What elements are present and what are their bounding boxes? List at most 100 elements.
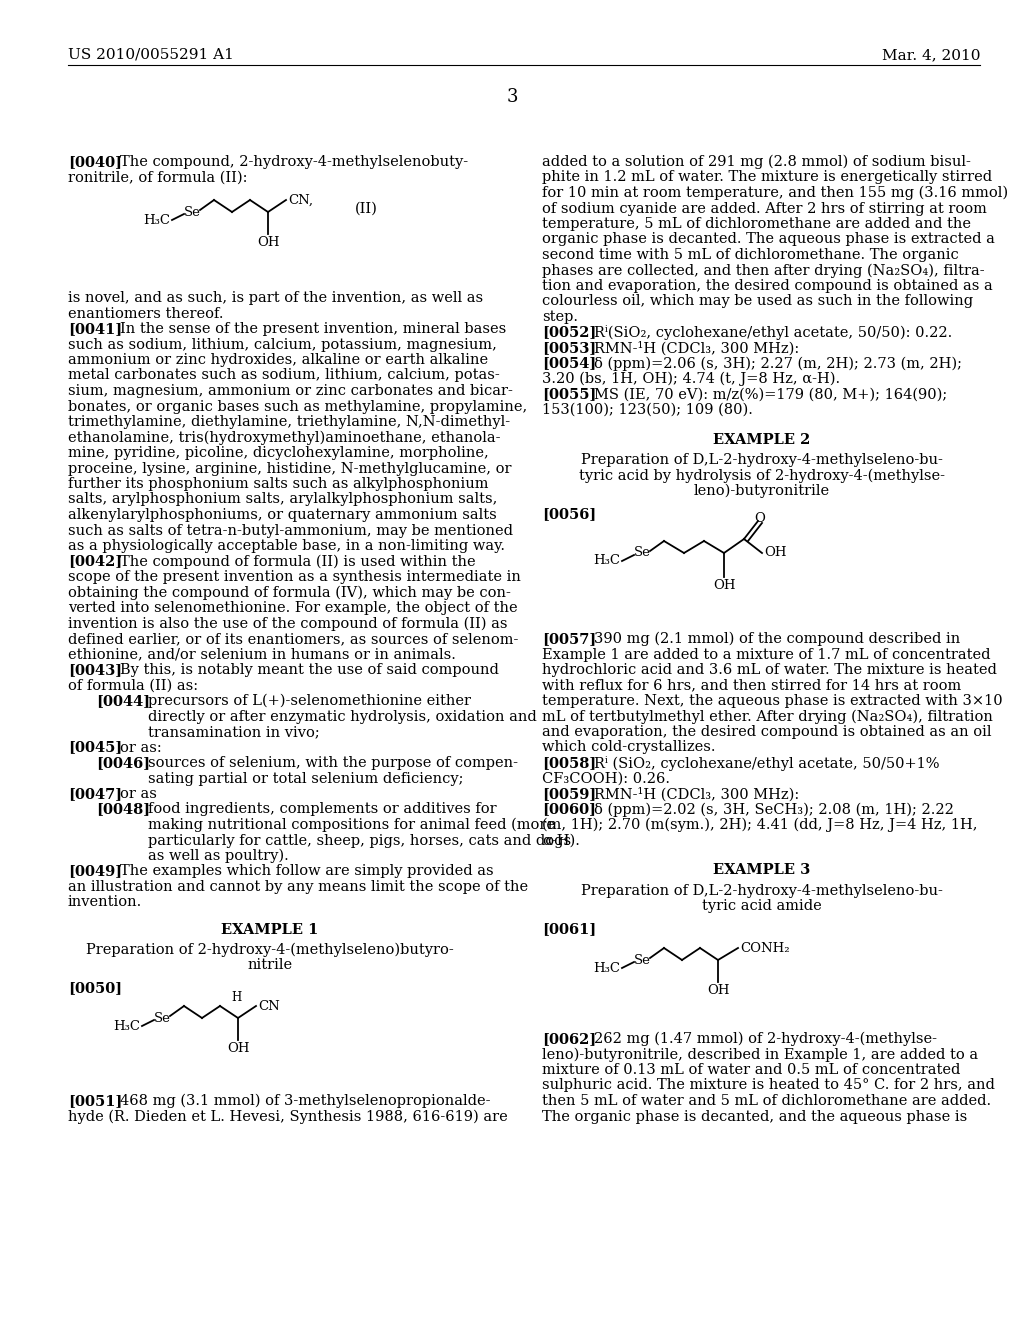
Text: EXAMPLE 2: EXAMPLE 2 xyxy=(714,433,811,446)
Text: second time with 5 mL of dichloromethane. The organic: second time with 5 mL of dichloromethane… xyxy=(542,248,958,261)
Text: salts, arylphosphonium salts, arylalkylphosphonium salts,: salts, arylphosphonium salts, arylalkylp… xyxy=(68,492,498,507)
Text: defined earlier, or of its enantiomers, as sources of selenom-: defined earlier, or of its enantiomers, … xyxy=(68,632,518,645)
Text: (m, 1H); 2.70 (m(sym.), 2H); 4.41 (dd, J=8 Hz, J=4 Hz, 1H,: (m, 1H); 2.70 (m(sym.), 2H); 4.41 (dd, J… xyxy=(542,818,978,833)
Text: H₃C: H₃C xyxy=(593,554,620,568)
Text: such as sodium, lithium, calcium, potassium, magnesium,: such as sodium, lithium, calcium, potass… xyxy=(68,338,497,351)
Text: OH: OH xyxy=(707,983,729,997)
Text: [0055]: [0055] xyxy=(542,388,596,401)
Text: colourless oil, which may be used as such in the following: colourless oil, which may be used as suc… xyxy=(542,294,973,309)
Text: 468 mg (3.1 mmol) of 3-methylselenopropionalde-: 468 mg (3.1 mmol) of 3-methylselenopropi… xyxy=(120,1094,490,1109)
Text: for 10 min at room temperature, and then 155 mg (3.16 mmol): for 10 min at room temperature, and then… xyxy=(542,186,1008,201)
Text: OH: OH xyxy=(713,579,735,591)
Text: sium, magnesium, ammonium or zinc carbonates and bicar-: sium, magnesium, ammonium or zinc carbon… xyxy=(68,384,513,399)
Text: as a physiologically acceptable base, in a non-limiting way.: as a physiologically acceptable base, in… xyxy=(68,539,505,553)
Text: (II): (II) xyxy=(355,202,378,216)
Text: obtaining the compound of formula (IV), which may be con-: obtaining the compound of formula (IV), … xyxy=(68,586,511,599)
Text: In the sense of the present invention, mineral bases: In the sense of the present invention, m… xyxy=(120,322,506,337)
Text: [0044]: [0044] xyxy=(96,694,151,708)
Text: hyde (R. Dieden et L. Hevesi, Synthesis 1988, 616-619) are: hyde (R. Dieden et L. Hevesi, Synthesis … xyxy=(68,1110,508,1123)
Text: as well as poultry).: as well as poultry). xyxy=(148,849,289,863)
Text: mine, pyridine, picoline, dicyclohexylamine, morpholine,: mine, pyridine, picoline, dicyclohexylam… xyxy=(68,446,488,459)
Text: Se: Se xyxy=(634,546,650,560)
Text: [0054]: [0054] xyxy=(542,356,596,371)
Text: leno)-butyronitrile, described in Example 1, are added to a: leno)-butyronitrile, described in Exampl… xyxy=(542,1048,978,1061)
Text: ronitrile, of formula (II):: ronitrile, of formula (II): xyxy=(68,170,248,185)
Text: [0047]: [0047] xyxy=(68,787,122,801)
Text: metal carbonates such as sodium, lithium, calcium, potas-: metal carbonates such as sodium, lithium… xyxy=(68,368,500,383)
Text: 153(100); 123(50); 109 (80).: 153(100); 123(50); 109 (80). xyxy=(542,403,753,417)
Text: scope of the present invention as a synthesis intermediate in: scope of the present invention as a synt… xyxy=(68,570,521,583)
Text: invention.: invention. xyxy=(68,895,142,909)
Text: [0042]: [0042] xyxy=(68,554,122,569)
Text: sulphuric acid. The mixture is heated to 45° C. for 2 hrs, and: sulphuric acid. The mixture is heated to… xyxy=(542,1078,995,1093)
Text: [0050]: [0050] xyxy=(68,982,122,995)
Text: OH: OH xyxy=(764,546,786,560)
Text: tyric acid by hydrolysis of 2-hydroxy-4-(methylse-: tyric acid by hydrolysis of 2-hydroxy-4-… xyxy=(579,469,945,483)
Text: H₃C: H₃C xyxy=(593,961,620,974)
Text: food ingredients, complements or additives for: food ingredients, complements or additiv… xyxy=(148,803,497,817)
Text: By this, is notably meant the use of said compound: By this, is notably meant the use of sai… xyxy=(120,663,499,677)
Text: US 2010/0055291 A1: US 2010/0055291 A1 xyxy=(68,48,233,62)
Text: [0041]: [0041] xyxy=(68,322,122,337)
Text: is novel, and as such, is part of the invention, as well as: is novel, and as such, is part of the in… xyxy=(68,290,483,305)
Text: of sodium cyanide are added. After 2 hrs of stirring at room: of sodium cyanide are added. After 2 hrs… xyxy=(542,202,987,215)
Text: such as salts of tetra-n-butyl-ammonium, may be mentioned: such as salts of tetra-n-butyl-ammonium,… xyxy=(68,524,513,537)
Text: mixture of 0.13 mL of water and 0.5 mL of concentrated: mixture of 0.13 mL of water and 0.5 mL o… xyxy=(542,1063,961,1077)
Text: step.: step. xyxy=(542,310,578,323)
Text: δ (ppm)=2.02 (s, 3H, SeCH₃); 2.08 (m, 1H); 2.22: δ (ppm)=2.02 (s, 3H, SeCH₃); 2.08 (m, 1H… xyxy=(594,803,954,817)
Text: sating partial or total selenium deficiency;: sating partial or total selenium deficie… xyxy=(148,771,464,785)
Text: The compound, 2-hydroxy-4-methylselenobuty-: The compound, 2-hydroxy-4-methylselenobu… xyxy=(120,154,468,169)
Text: enantiomers thereof.: enantiomers thereof. xyxy=(68,306,223,321)
Text: an illustration and cannot by any means limit the scope of the: an illustration and cannot by any means … xyxy=(68,880,528,894)
Text: OH: OH xyxy=(257,236,280,249)
Text: hydrochloric acid and 3.6 mL of water. The mixture is heated: hydrochloric acid and 3.6 mL of water. T… xyxy=(542,663,997,677)
Text: 3.20 (bs, 1H, OH); 4.74 (t, J=8 Hz, α-H).: 3.20 (bs, 1H, OH); 4.74 (t, J=8 Hz, α-H)… xyxy=(542,372,840,387)
Text: bonates, or organic bases such as methylamine, propylamine,: bonates, or organic bases such as methyl… xyxy=(68,400,527,413)
Text: ammonium or zinc hydroxides, alkaline or earth alkaline: ammonium or zinc hydroxides, alkaline or… xyxy=(68,352,488,367)
Text: H: H xyxy=(230,991,241,1005)
Text: CF₃COOH): 0.26.: CF₃COOH): 0.26. xyxy=(542,771,670,785)
Text: further its phosphonium salts such as alkylphosphonium: further its phosphonium salts such as al… xyxy=(68,477,488,491)
Text: O: O xyxy=(755,512,765,525)
Text: leno)-butyronitrile: leno)-butyronitrile xyxy=(694,484,830,499)
Text: [0053]: [0053] xyxy=(542,341,596,355)
Text: or as: or as xyxy=(120,787,157,801)
Text: RMN-¹H (CDCl₃, 300 MHz):: RMN-¹H (CDCl₃, 300 MHz): xyxy=(594,341,800,355)
Text: [0049]: [0049] xyxy=(68,865,122,879)
Text: [0045]: [0045] xyxy=(68,741,122,755)
Text: [0060]: [0060] xyxy=(542,803,596,817)
Text: RMN-¹H (CDCl₃, 300 MHz):: RMN-¹H (CDCl₃, 300 MHz): xyxy=(594,787,800,801)
Text: proceine, lysine, arginine, histidine, N-methylglucamine, or: proceine, lysine, arginine, histidine, N… xyxy=(68,462,512,475)
Text: added to a solution of 291 mg (2.8 mmol) of sodium bisul-: added to a solution of 291 mg (2.8 mmol)… xyxy=(542,154,971,169)
Text: Se: Se xyxy=(634,953,650,966)
Text: trimethylamine, diethylamine, triethylamine, N,N-dimethyl-: trimethylamine, diethylamine, triethylam… xyxy=(68,414,510,429)
Text: [0057]: [0057] xyxy=(542,632,596,645)
Text: The organic phase is decanted, and the aqueous phase is: The organic phase is decanted, and the a… xyxy=(542,1110,968,1123)
Text: Rⁱ (SiO₂, cyclohexane/ethyl acetate, 50/50+1%: Rⁱ (SiO₂, cyclohexane/ethyl acetate, 50/… xyxy=(594,756,939,771)
Text: [0056]: [0056] xyxy=(542,507,596,521)
Text: H₃C: H₃C xyxy=(113,1019,140,1032)
Text: alkenylarylphosphoniums, or quaternary ammonium salts: alkenylarylphosphoniums, or quaternary a… xyxy=(68,508,497,521)
Text: δ (ppm)=2.06 (s, 3H); 2.27 (m, 2H); 2.73 (m, 2H);: δ (ppm)=2.06 (s, 3H); 2.27 (m, 2H); 2.73… xyxy=(594,356,962,371)
Text: Se: Se xyxy=(183,206,201,219)
Text: The examples which follow are simply provided as: The examples which follow are simply pro… xyxy=(120,865,494,879)
Text: CONH₂: CONH₂ xyxy=(740,941,790,954)
Text: temperature. Next, the aqueous phase is extracted with 3×10: temperature. Next, the aqueous phase is … xyxy=(542,694,1002,708)
Text: then 5 mL of water and 5 mL of dichloromethane are added.: then 5 mL of water and 5 mL of dichlorom… xyxy=(542,1094,991,1107)
Text: Preparation of D,L-2-hydroxy-4-methylseleno-bu-: Preparation of D,L-2-hydroxy-4-methylsel… xyxy=(581,883,943,898)
Text: 390 mg (2.1 mmol) of the compound described in: 390 mg (2.1 mmol) of the compound descri… xyxy=(594,632,961,647)
Text: particularly for cattle, sheep, pigs, horses, cats and dogs: particularly for cattle, sheep, pigs, ho… xyxy=(148,833,571,847)
Text: directly or after enzymatic hydrolysis, oxidation and: directly or after enzymatic hydrolysis, … xyxy=(148,710,537,723)
Text: [0043]: [0043] xyxy=(68,663,122,677)
Text: MS (IE, 70 eV): m/z(%)=179 (80, M+); 164(90);: MS (IE, 70 eV): m/z(%)=179 (80, M+); 164… xyxy=(594,388,947,401)
Text: invention is also the use of the compound of formula (II) as: invention is also the use of the compoun… xyxy=(68,616,508,631)
Text: 262 mg (1.47 mmol) of 2-hydroxy-4-(methylse-: 262 mg (1.47 mmol) of 2-hydroxy-4-(methy… xyxy=(594,1032,937,1047)
Text: tion and evaporation, the desired compound is obtained as a: tion and evaporation, the desired compou… xyxy=(542,279,992,293)
Text: mL of tertbutylmethyl ether. After drying (Na₂SO₄), filtration: mL of tertbutylmethyl ether. After dryin… xyxy=(542,710,993,723)
Text: phite in 1.2 mL of water. The mixture is energetically stirred: phite in 1.2 mL of water. The mixture is… xyxy=(542,170,992,185)
Text: ethanolamine, tris(hydroxymethyl)aminoethane, ethanola-: ethanolamine, tris(hydroxymethyl)aminoet… xyxy=(68,430,501,445)
Text: [0052]: [0052] xyxy=(542,326,596,339)
Text: organic phase is decanted. The aqueous phase is extracted a: organic phase is decanted. The aqueous p… xyxy=(542,232,995,247)
Text: [0062]: [0062] xyxy=(542,1032,596,1045)
Text: The compound of formula (II) is used within the: The compound of formula (II) is used wit… xyxy=(120,554,475,569)
